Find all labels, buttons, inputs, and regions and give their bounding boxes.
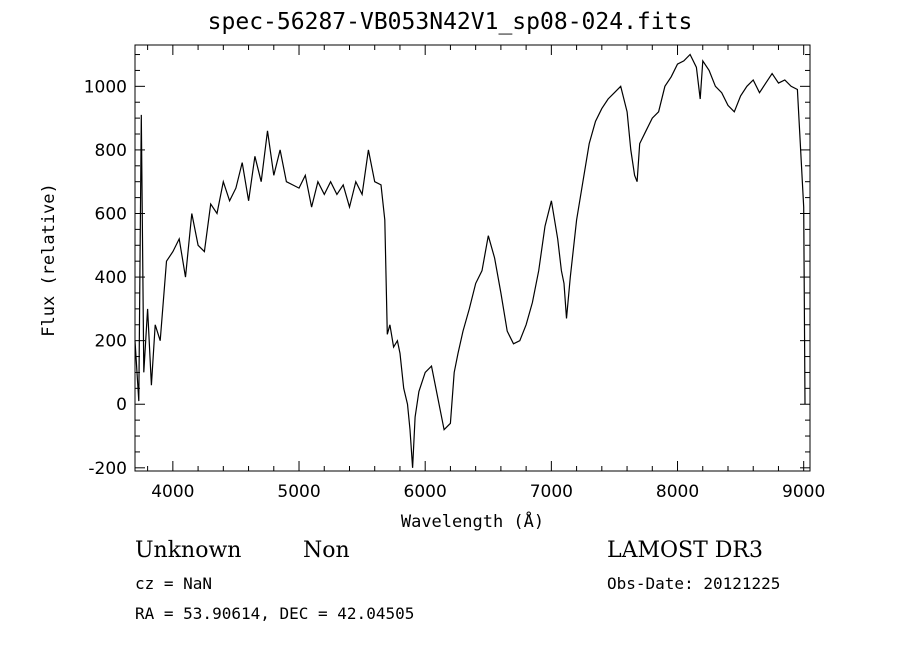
x-tick-label: 8000 [656, 482, 699, 502]
y-tick-label: 800 [95, 141, 127, 161]
x-tick-label: 7000 [530, 482, 573, 502]
flux-series-line [134, 53, 806, 468]
y-tick-label: 0 [116, 395, 127, 415]
x-tick-label: 5000 [277, 482, 320, 502]
x-tick-label: 9000 [782, 482, 825, 502]
y-tick-label: 200 [95, 332, 127, 352]
x-axis-label: Wavelength (Å) [400, 512, 545, 532]
sky-coordinates: RA = 53.90614, DEC = 42.04505 [135, 604, 415, 623]
observation-date: Obs-Date: 20121225 [607, 574, 781, 593]
y-axis-label: Flux (relative) [39, 183, 59, 337]
object-class: Unknown [135, 538, 242, 563]
y-tick-label: -200 [88, 459, 127, 479]
survey-name: LAMOST DR3 [607, 538, 763, 563]
redshift-cz: cz = NaN [135, 574, 213, 593]
plot-frame [134, 44, 811, 472]
y-tick-label: 1000 [84, 77, 127, 97]
x-tick-label: 6000 [404, 482, 447, 502]
chart-title: spec-56287-VB053N42V1_sp08-024.fits [207, 9, 693, 35]
y-tick-label: 600 [95, 204, 127, 224]
y-tick-label: 400 [95, 268, 127, 288]
object-subclass: Non [303, 538, 350, 563]
x-tick-label: 4000 [151, 482, 194, 502]
